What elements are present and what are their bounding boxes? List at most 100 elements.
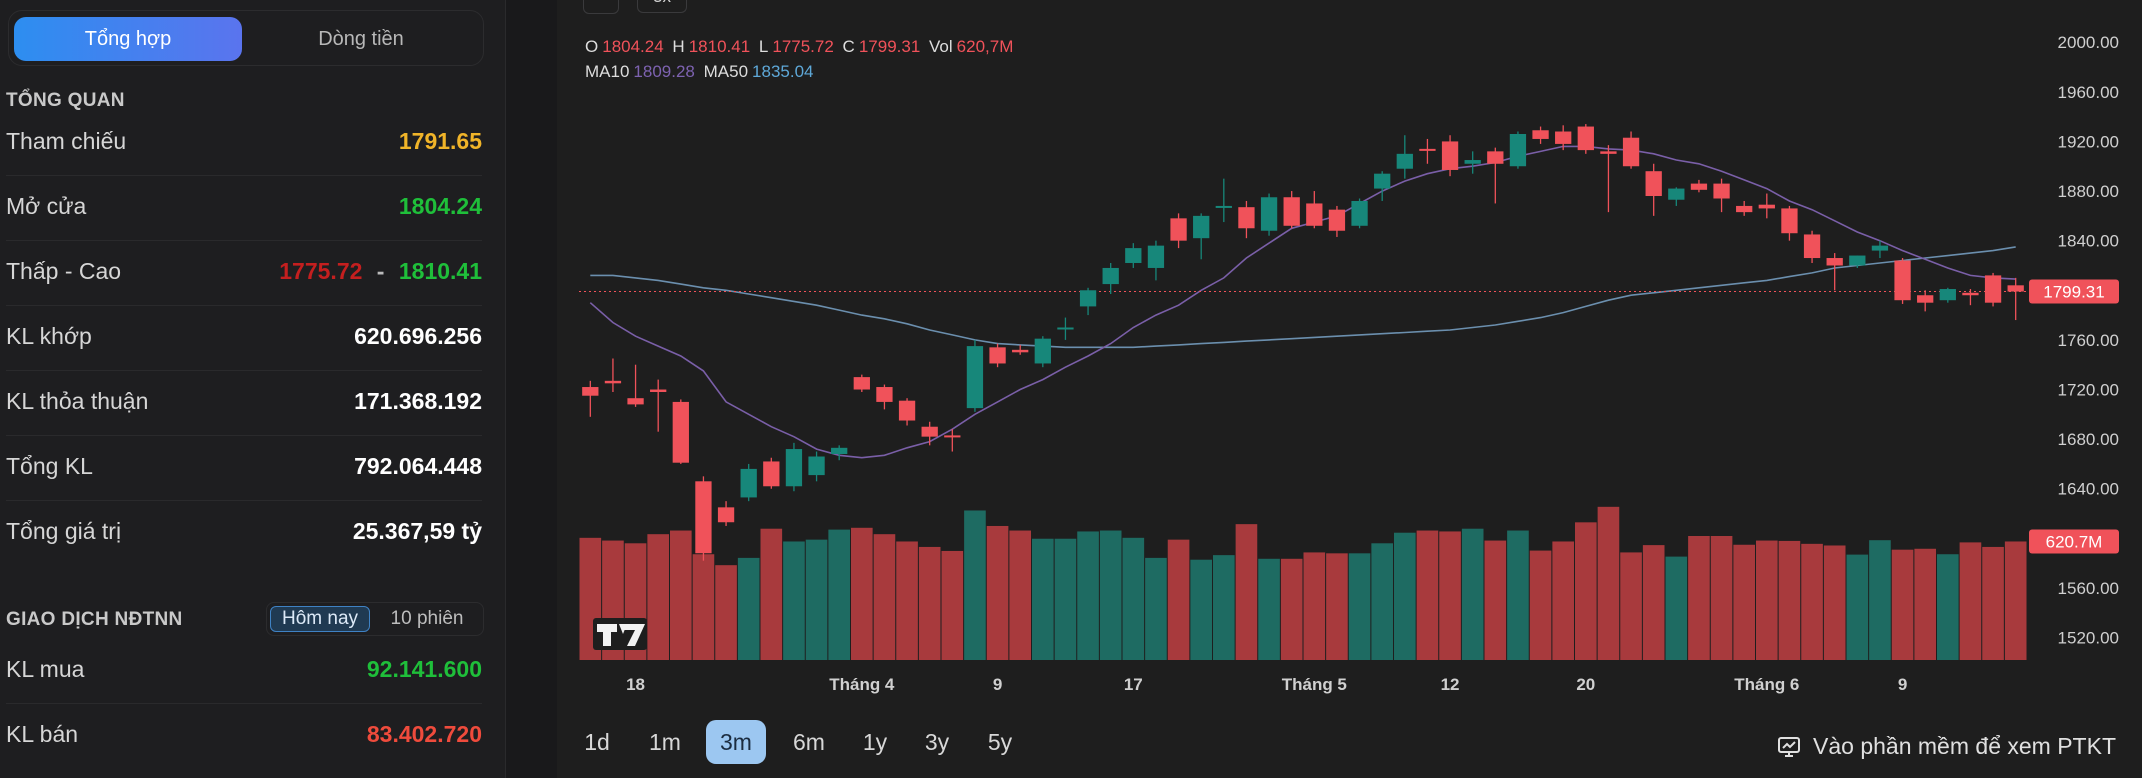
volume-bar <box>1484 540 1507 660</box>
candle-body <box>1736 205 1753 213</box>
volume-bar <box>1846 554 1869 660</box>
last-price-label: 1799.31 <box>2043 283 2104 302</box>
volume-bar <box>1122 537 1145 660</box>
volume-bar <box>692 554 715 660</box>
row-label: KL mua <box>6 656 85 682</box>
segment-10-sessions[interactable]: 10 phiên <box>390 608 464 629</box>
overview-row-reference: Tham chiếu 1791.65 <box>6 112 482 176</box>
volume-bar <box>1914 548 1936 660</box>
volume-bar <box>670 530 692 660</box>
candle-body <box>1962 292 1979 296</box>
overview-row-negotiated-volume: KL thỏa thuận 171.368.192 <box>6 372 482 436</box>
volume-bar <box>1348 553 1371 660</box>
timeframe-6m[interactable]: 6m <box>793 728 825 755</box>
volume-bar <box>1982 546 2004 660</box>
timeframe-5y[interactable]: 5y <box>987 728 1013 755</box>
foreign-sell-value: 83.402.720 <box>366 721 482 747</box>
high-value: 1810.41 <box>398 258 482 284</box>
o-label: O <box>585 37 599 56</box>
high-readout: 1810.41 <box>688 37 751 56</box>
foreign-buy-value: 92.141.600 <box>366 656 482 682</box>
x-tick-label: Tháng 4 <box>829 675 895 694</box>
timeframe-1m[interactable]: 1m <box>649 728 681 755</box>
candle-body <box>1487 151 1504 164</box>
timeframe-1d[interactable]: 1d <box>584 728 610 755</box>
x-tick-label: 9 <box>1898 675 1907 694</box>
volume-bar <box>737 557 760 660</box>
volume-bar <box>1552 541 1574 660</box>
open-value: 1804.24 <box>398 193 482 219</box>
volume-bar <box>1529 550 1552 660</box>
close-readout: 1799.31 <box>858 37 921 56</box>
volume-bar <box>1710 536 1733 660</box>
candle-body <box>1102 267 1119 285</box>
volume-bar <box>1869 540 1891 660</box>
candle-body <box>1079 290 1097 307</box>
volume-bar <box>1439 531 1461 660</box>
view-tabs: Tổng hợp Dòng tiền <box>8 10 484 66</box>
y-tick-label: 1760.00 <box>2058 331 2119 350</box>
panel-separator <box>505 0 558 778</box>
candle-body <box>1509 133 1527 167</box>
open-software-link[interactable]: Vào phần mềm để xem PTKT <box>1777 733 2116 760</box>
x-tick-label: Tháng 5 <box>1282 675 1347 694</box>
candle-body <box>898 400 916 421</box>
volume-bar <box>1642 545 1665 660</box>
volume-bar <box>1394 532 1416 660</box>
row-label: KL khớp <box>6 323 92 349</box>
range-dash: - <box>376 258 385 284</box>
ma10-line <box>589 145 2016 459</box>
overview-title: TỔNG QUAN <box>6 90 125 111</box>
candle-body <box>1170 218 1187 241</box>
tab-tong-hop[interactable]: Tổng hợp <box>14 17 242 61</box>
volume-bar <box>1823 545 1846 660</box>
timeframe-3m[interactable]: 3m <box>706 720 766 764</box>
volume-bar <box>1688 536 1710 660</box>
y-tick-label: 1520.00 <box>2058 629 2119 648</box>
candle-body <box>1374 173 1391 189</box>
overview-row-low-high: Thấp - Cao 1775.72 - 1810.41 <box>6 242 482 306</box>
ma50-label: MA50 <box>703 62 749 81</box>
volume-bar <box>647 534 669 660</box>
segment-today[interactable]: Hôm nay <box>270 606 370 632</box>
volume-bar <box>1054 538 1077 660</box>
volume-bar <box>873 534 896 660</box>
overview-row-total-volume: Tổng KL 792.064.448 <box>6 437 482 501</box>
candle-body <box>1803 234 1821 259</box>
x-tick-label: 9 <box>993 675 1002 694</box>
candle-body <box>1283 197 1300 226</box>
y-tick-label: 1880.00 <box>2058 182 2119 201</box>
candle-body <box>1668 188 1685 200</box>
row-label: Tổng giá trị <box>6 518 122 544</box>
tab-dong-tien[interactable]: Dòng tiền <box>318 27 404 50</box>
timeframe-3y[interactable]: 3y <box>924 728 950 755</box>
h-label: H <box>672 37 685 56</box>
volume-bar <box>1032 538 1054 660</box>
x-tick-label: 18 <box>626 675 645 694</box>
row-label: KL bán <box>6 721 79 747</box>
timeframe-1y[interactable]: 1y <box>862 728 888 755</box>
x-tick-label: 12 <box>1441 675 1460 694</box>
candle-body <box>944 435 961 438</box>
volume-bar <box>1801 543 1823 660</box>
crosshair-icon[interactable] <box>583 0 619 14</box>
ma10-readout: 1809.28 <box>633 62 695 81</box>
candle-body <box>1849 255 1866 266</box>
volume-bar <box>1937 554 1959 660</box>
zoom-control[interactable]: 3x <box>637 0 687 13</box>
volume-bar <box>896 541 918 660</box>
y-tick-label: 1960.00 <box>2058 83 2119 102</box>
volume-bar <box>1575 522 1597 660</box>
y-tick-label: 2000.00 <box>2058 33 2119 52</box>
row-label: Thấp - Cao <box>6 258 122 284</box>
candle-body <box>604 380 622 384</box>
candle-body <box>717 507 735 523</box>
y-tick-label: 1640.00 <box>2058 480 2119 499</box>
volume-bar <box>918 546 941 660</box>
volume-bar <box>1280 558 1303 660</box>
low-high-value: 1775.72 - 1810.41 <box>279 258 482 285</box>
candle-body <box>1600 151 1617 154</box>
price-chart[interactable]: 2000.001960.001920.001880.001840.001800.… <box>557 0 2142 700</box>
y-tick-label: 1680.00 <box>2058 430 2119 449</box>
